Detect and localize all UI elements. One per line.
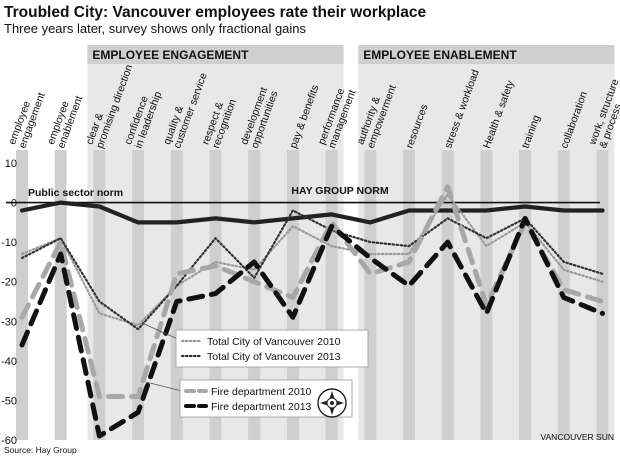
category-column [16,150,28,440]
category-label: employeeengagement [6,87,48,150]
series-public [19,200,605,225]
section-bands: EMPLOYEE ENGAGEMENT EMPLOYEE ENABLEMENT [87,45,615,440]
category-column [441,150,454,440]
y-tick-label: -30 [1,316,17,328]
legend-box [175,329,369,368]
series-dotted-light [20,193,604,327]
legend-entry: Total City of Vancouver 2010 [207,336,341,348]
section-header-bg [358,45,615,64]
y-tick-label: -40 [1,356,17,368]
series-dotted-dark [20,209,604,331]
legend-entry: Fire department 2013 [211,401,312,413]
norm-labels: Public sector norm HAY GROUP NORM [28,185,389,199]
section-label: EMPLOYEE ENABLEMENT [363,48,517,62]
category-column [596,150,609,440]
category-column [480,150,493,440]
fire-emblem-icon [317,388,347,418]
y-tick-label: -20 [1,277,17,289]
series-line [20,209,604,331]
hay-group-norm-label: HAY GROUP NORM [291,185,388,197]
y-axis: 10 0 -10 -20 -30 -40 -50 -60 [1,158,17,447]
section-label: EMPLOYEE ENGAGEMENT [92,48,249,62]
series-dashed-dark [19,215,605,439]
category-label-text: employeeenablement [45,91,85,151]
section-header-bg [87,45,344,64]
chart-title: Troubled City: Vancouver employees rate … [4,4,426,21]
category-label: employeeenablement [45,91,85,151]
chart-subtitle: Three years later, survey shows only fra… [4,21,307,36]
public-sector-norm-label: Public sector norm [28,187,123,199]
legend-leader-line [145,381,187,393]
series-hay [6,201,600,204]
category-column [93,150,106,440]
credit-line: VANCOUVER SUN [540,432,614,442]
y-tick-label: 0 [11,198,17,210]
category-column [403,150,415,440]
legend-entry: Fire department 2010 [211,386,312,398]
source-note: Source: Hay Group [4,445,77,455]
y-tick-label: -10 [1,237,17,249]
category-label-text: employeeengagement [6,87,48,150]
series-line [20,193,604,327]
legend-entry: Total City of Vancouver 2013 [207,351,341,363]
series-lines [6,184,605,439]
series-line [19,215,605,439]
legend-leader-line [141,322,181,341]
series-line [19,200,605,225]
y-tick-label: 10 [5,158,17,170]
legend: Total City of Vancouver 2010 Total City o… [141,322,369,418]
y-tick-label: -60 [1,435,17,447]
category-column [54,150,67,440]
y-tick-label: -50 [1,395,17,407]
category-column [519,150,532,440]
